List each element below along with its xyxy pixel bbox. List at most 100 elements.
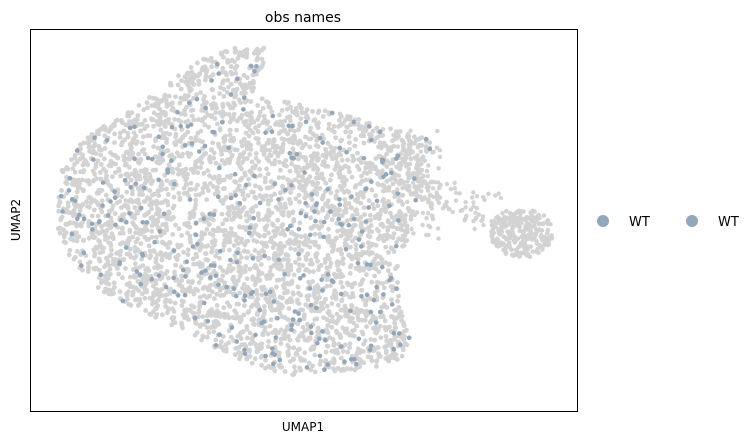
scatter-point — [250, 130, 256, 136]
scatter-point — [281, 333, 286, 338]
scatter-point — [320, 207, 326, 213]
scatter-point — [381, 314, 386, 320]
scatter-point — [243, 263, 249, 269]
scatter-point — [266, 137, 272, 143]
scatter-point — [270, 113, 276, 119]
scatter-point — [407, 152, 412, 157]
scatter-point — [247, 354, 253, 359]
scatter-point — [251, 215, 256, 221]
scatter-point — [214, 187, 220, 193]
scatter-point — [261, 311, 267, 317]
scatter-point — [358, 214, 364, 220]
scatter-point — [136, 103, 142, 108]
scatter-point — [314, 171, 320, 176]
scatter-point — [302, 350, 308, 356]
scatter-point — [112, 189, 117, 194]
scatter-point — [436, 236, 441, 241]
scatter-point — [326, 308, 332, 314]
scatter-point — [314, 316, 320, 322]
scatter-point — [236, 156, 242, 162]
scatter-point — [404, 327, 409, 333]
scatter-point — [99, 198, 105, 204]
scatter-point — [125, 110, 131, 115]
scatter-point — [379, 235, 385, 241]
scatter-point — [149, 206, 154, 212]
scatter-point — [220, 186, 226, 192]
scatter-point — [131, 222, 137, 228]
scatter-point — [235, 333, 241, 339]
scatter-point — [203, 268, 208, 273]
scatter-point — [228, 257, 233, 263]
scatter-point — [113, 118, 119, 124]
scatter-point — [331, 343, 337, 348]
scatter-point — [271, 299, 277, 304]
scatter-point — [235, 160, 241, 166]
scatter-point — [151, 110, 157, 116]
scatter-point — [354, 251, 359, 256]
scatter-point — [152, 265, 158, 270]
scatter-point — [320, 196, 325, 202]
scatter-point — [242, 122, 248, 128]
scatter-point — [147, 255, 153, 261]
scatter-point — [266, 230, 271, 236]
scatter-point — [118, 173, 123, 179]
scatter-point — [136, 201, 142, 206]
scatter-point — [304, 267, 309, 272]
scatter-point — [278, 250, 284, 256]
scatter-point — [113, 170, 118, 176]
scatter-point — [211, 217, 216, 223]
scatter-point — [178, 119, 184, 125]
scatter-point — [206, 156, 212, 162]
scatter-point — [304, 165, 310, 171]
scatter-point — [342, 328, 348, 334]
scatter-point — [232, 179, 238, 184]
scatter-point — [296, 179, 302, 185]
scatter-point — [335, 302, 341, 308]
scatter-point — [368, 223, 374, 228]
scatter-point — [338, 260, 344, 266]
scatter-point — [292, 247, 298, 253]
scatter-point — [412, 176, 417, 181]
scatter-point — [268, 317, 274, 323]
scatter-point — [240, 189, 245, 195]
scatter-point — [144, 100, 150, 106]
scatter-point — [257, 307, 263, 313]
scatter-point — [175, 82, 181, 88]
scatter-point — [359, 173, 364, 179]
scatter-point — [252, 173, 257, 179]
scatter-point — [241, 312, 247, 318]
scatter-point — [299, 110, 305, 116]
scatter-point — [372, 292, 378, 298]
scatter-point — [324, 283, 330, 289]
scatter-point — [250, 256, 256, 261]
scatter-point — [231, 243, 237, 248]
scatter-point — [480, 214, 486, 219]
scatter-point — [156, 225, 162, 231]
scatter-point — [347, 294, 352, 300]
scatter-point — [320, 288, 325, 293]
scatter-point — [186, 279, 191, 285]
scatter-point — [383, 334, 389, 339]
scatter-point — [353, 242, 359, 248]
scatter-point — [138, 128, 144, 134]
scatter-point — [196, 78, 202, 84]
scatter-point — [347, 146, 352, 152]
scatter-point — [233, 93, 238, 99]
scatter-point — [363, 165, 369, 170]
scatter-point — [257, 342, 263, 347]
scatter-point — [424, 168, 430, 174]
scatter-point — [170, 232, 176, 237]
scatter-point — [305, 193, 311, 199]
scatter-point — [85, 140, 90, 146]
scatter-point — [391, 132, 397, 138]
scatter-point — [349, 194, 354, 199]
scatter-point — [188, 180, 194, 186]
scatter-point — [129, 214, 135, 220]
scatter-point — [363, 219, 369, 224]
scatter-point — [396, 218, 401, 223]
scatter-point — [325, 187, 331, 192]
scatter-point — [153, 256, 159, 261]
scatter-point — [388, 275, 394, 281]
scatter-point — [397, 331, 402, 336]
scatter-point — [335, 228, 340, 234]
